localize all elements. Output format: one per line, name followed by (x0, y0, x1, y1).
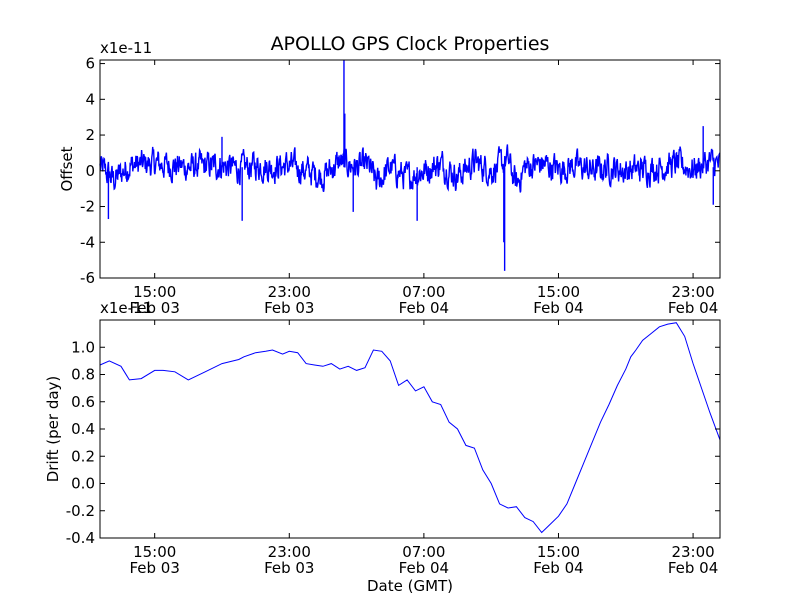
plot-1-xtick-time-label: 07:00 (402, 283, 445, 301)
plot-2-xtick-date-label: Feb 03 (129, 559, 179, 577)
plot-1-ytick-label: -4 (80, 233, 95, 251)
plot-2-xtick-time-label: 23:00 (671, 543, 714, 561)
plot-2-multiplier-label: x1e-11 (100, 299, 152, 317)
plot-2-xlabel: Date (GMT) (367, 577, 453, 595)
plot-2-xtick-time-label: 07:00 (402, 543, 445, 561)
plot-2-xtick-time-label: 23:00 (268, 543, 311, 561)
plot-1-xtick-time-label: 23:00 (671, 283, 714, 301)
plot-1-ylabel: Offset (58, 146, 76, 191)
plot-1-ytick-label: 0 (85, 162, 95, 180)
plot-2-ytick-label: 0.0 (71, 475, 95, 493)
plot-2-xtick-date-label: Feb 04 (668, 559, 718, 577)
plot-2-xtick-date-label: Feb 04 (399, 559, 449, 577)
plot-2-ytick-label: -0.2 (66, 502, 95, 520)
plot-1-xtick-time-label: 23:00 (268, 283, 311, 301)
plot-1-multiplier-label: x1e-11 (100, 39, 152, 57)
plot-1-ytick-label: 2 (85, 126, 95, 144)
plot-1-ytick-label: -2 (80, 198, 95, 216)
plot-2-ytick-label: 0.6 (71, 393, 95, 411)
plot-2-xtick-date-label: Feb 04 (533, 559, 583, 577)
plot-2-ylabel: Drift (per day) (44, 376, 62, 483)
plot-2-ytick-label: -0.4 (66, 529, 95, 547)
plot-1-xtick-date-label: Feb 04 (399, 299, 449, 317)
plot-1-frame (99, 59, 721, 279)
plot-2-ytick-label: 0.4 (71, 420, 95, 438)
plot-1-xtick-date-label: Feb 04 (533, 299, 583, 317)
offset-series-line (99, 144, 721, 193)
plot-2-xtick-date-label: Feb 03 (264, 559, 314, 577)
plot-1-ytick-label: 4 (85, 90, 95, 108)
plot-2-xtick-time-label: 15:00 (537, 543, 580, 561)
plot-1-ytick-label: 6 (85, 55, 95, 73)
plot-1-xtick-date-label: Feb 04 (668, 299, 718, 317)
plot-1-xtick-date-label: Feb 03 (264, 299, 314, 317)
drift-series-line (99, 322, 721, 534)
plot-1-xtick-time-label: 15:00 (133, 283, 176, 301)
plot-2-ytick-label: 0.8 (71, 366, 95, 384)
plot-2-ytick-label: 0.2 (71, 447, 95, 465)
plot-2-ytick-label: 1.0 (71, 338, 95, 356)
plot-1-ytick-label: -6 (80, 269, 95, 287)
chart-title: APOLLO GPS Clock Properties (271, 33, 550, 55)
plot-2-xtick-time-label: 15:00 (133, 543, 176, 561)
plot-1-xtick-time-label: 15:00 (537, 283, 580, 301)
plot-2-frame (99, 319, 721, 539)
plot-1-xtick-date-label: Feb 03 (129, 299, 179, 317)
